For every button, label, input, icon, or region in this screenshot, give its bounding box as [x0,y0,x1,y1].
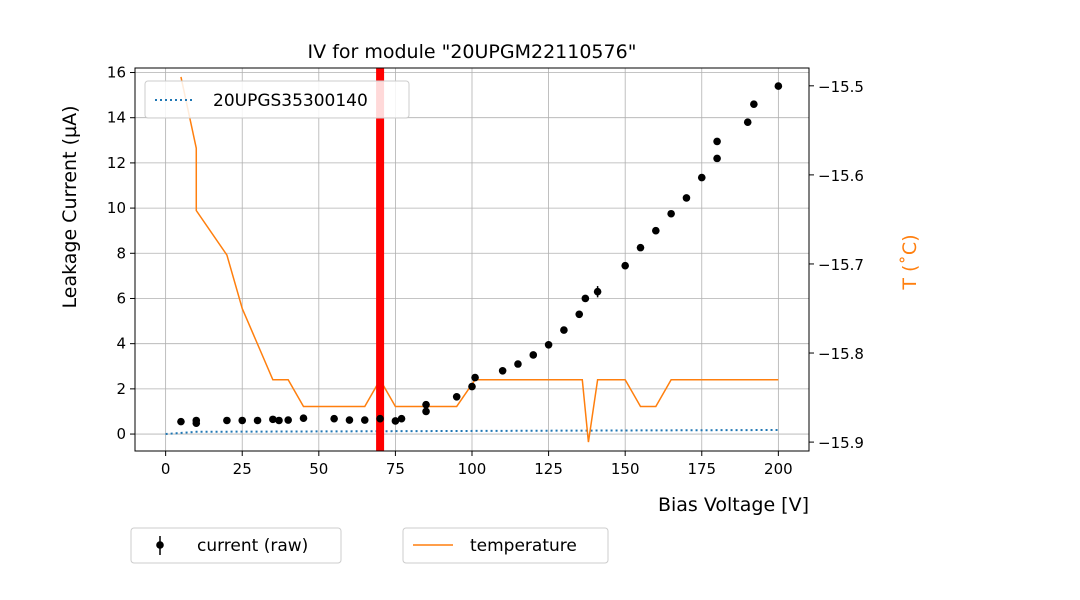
y-axis-left: 0 2 4 6 8 10 12 14 16 [107,64,135,443]
current-point [391,417,400,425]
current-point [593,287,602,296]
y-tick-label: 4 [116,335,126,353]
legend-bottom-temperature: temperature [402,527,609,564]
x-tick-label: 50 [309,460,328,478]
current-point [275,416,283,425]
current-point [667,209,675,218]
current-point [223,416,231,425]
current-point [471,373,479,382]
current-point [713,154,721,163]
current-point [299,414,308,423]
current-point [177,417,185,426]
current-point [269,415,277,424]
legend-current-frame [130,527,342,564]
current-point [621,261,629,270]
current-point [697,173,706,182]
current-point [682,194,691,202]
legend-current-label: current (raw) [197,536,308,556]
x-tick-label: 25 [233,460,252,478]
reference-series-line [165,428,779,436]
current-point [238,416,247,425]
current-point [529,351,538,359]
y2-tick-label: −15.6 [818,167,864,185]
y-tick-label: 6 [116,289,126,307]
temperature-series-layer [180,76,779,443]
grid [135,68,809,451]
y-tick-label: 14 [107,109,126,127]
y2-tick-label: −15.9 [818,434,864,452]
y-axis-label: Leakage Current (µA) [59,106,81,309]
current-point [284,416,292,424]
current-point [330,414,338,423]
current-point [468,382,476,391]
reference-series-layer [165,428,779,436]
current-point [581,294,590,303]
current-point [575,310,584,319]
y2-tick-label: −15.7 [818,256,864,274]
legend-current-marker [156,541,164,549]
current-point [422,407,430,416]
y-tick-label: 16 [107,64,126,82]
current-point [192,419,201,428]
current-point [514,360,522,368]
current-point [774,82,783,90]
current-point [397,414,406,423]
current-point [560,326,568,334]
current-series-layer [177,82,783,428]
legend-reference-label: 20UPGS35300140 [213,91,368,111]
legend-top: 20UPGS35300140 [144,80,410,119]
current-point [743,118,752,127]
chart-title: IV for module "20UPGM22110576" [308,41,637,63]
current-point [345,416,354,424]
legend-temperature-label: temperature [470,536,577,556]
y-tick-label: 0 [116,425,126,443]
current-point [636,243,645,252]
x-tick-label: 100 [458,460,487,478]
current-point [544,340,553,349]
current-point [713,137,721,146]
legend-top-frame [144,80,410,119]
current-point [652,226,660,235]
x-tick-label: 175 [687,460,716,478]
current-point [253,416,262,425]
temperature-series-line [180,76,779,443]
y-axis-right: −15.5 −15.6 −15.7 −15.8 −15.9 [809,78,864,452]
current-point [750,100,758,108]
y-tick-label: 8 [116,244,126,262]
y2-axis-label: T (˚C) [899,234,921,290]
current-point [360,416,369,424]
x-tick-label: 200 [764,460,793,478]
y-tick-label: 12 [107,154,126,172]
current-point [422,400,430,409]
y-tick-label: 2 [116,380,126,398]
y2-tick-label: −15.8 [818,345,864,363]
x-tick-label: 125 [534,460,563,478]
y2-tick-label: −15.5 [818,78,864,96]
current-point [452,392,461,401]
x-axis-label: Bias Voltage [V] [658,494,809,516]
x-axis: 0 25 50 75 100 125 150 175 200 [161,451,793,478]
x-tick-label: 0 [161,460,171,478]
x-tick-label: 75 [386,460,405,478]
current-point [498,366,507,375]
x-tick-label: 150 [611,460,640,478]
y-tick-label: 10 [107,199,126,217]
current-point [376,414,384,423]
legend-bottom-current: current (raw) [130,527,342,564]
legend-temperature-frame [402,527,609,564]
